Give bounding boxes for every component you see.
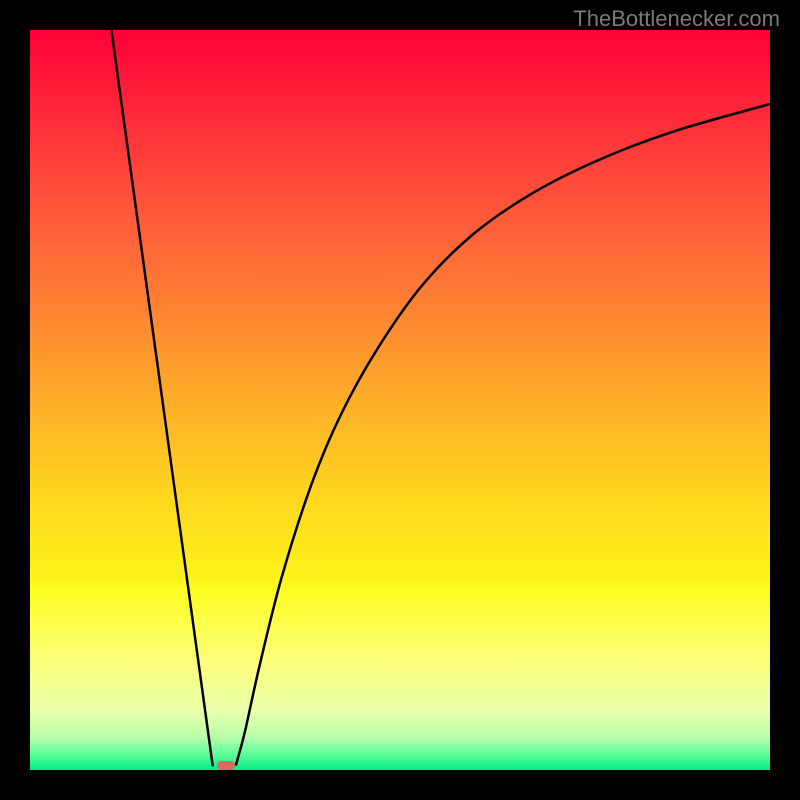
watermark-text: TheBottlenecker.com [573, 6, 780, 32]
plot-area [30, 30, 770, 770]
bottleneck-curve [30, 30, 770, 770]
curve-left-branch [111, 30, 212, 766]
optimum-marker [217, 761, 235, 769]
curve-right-branch [236, 104, 770, 766]
